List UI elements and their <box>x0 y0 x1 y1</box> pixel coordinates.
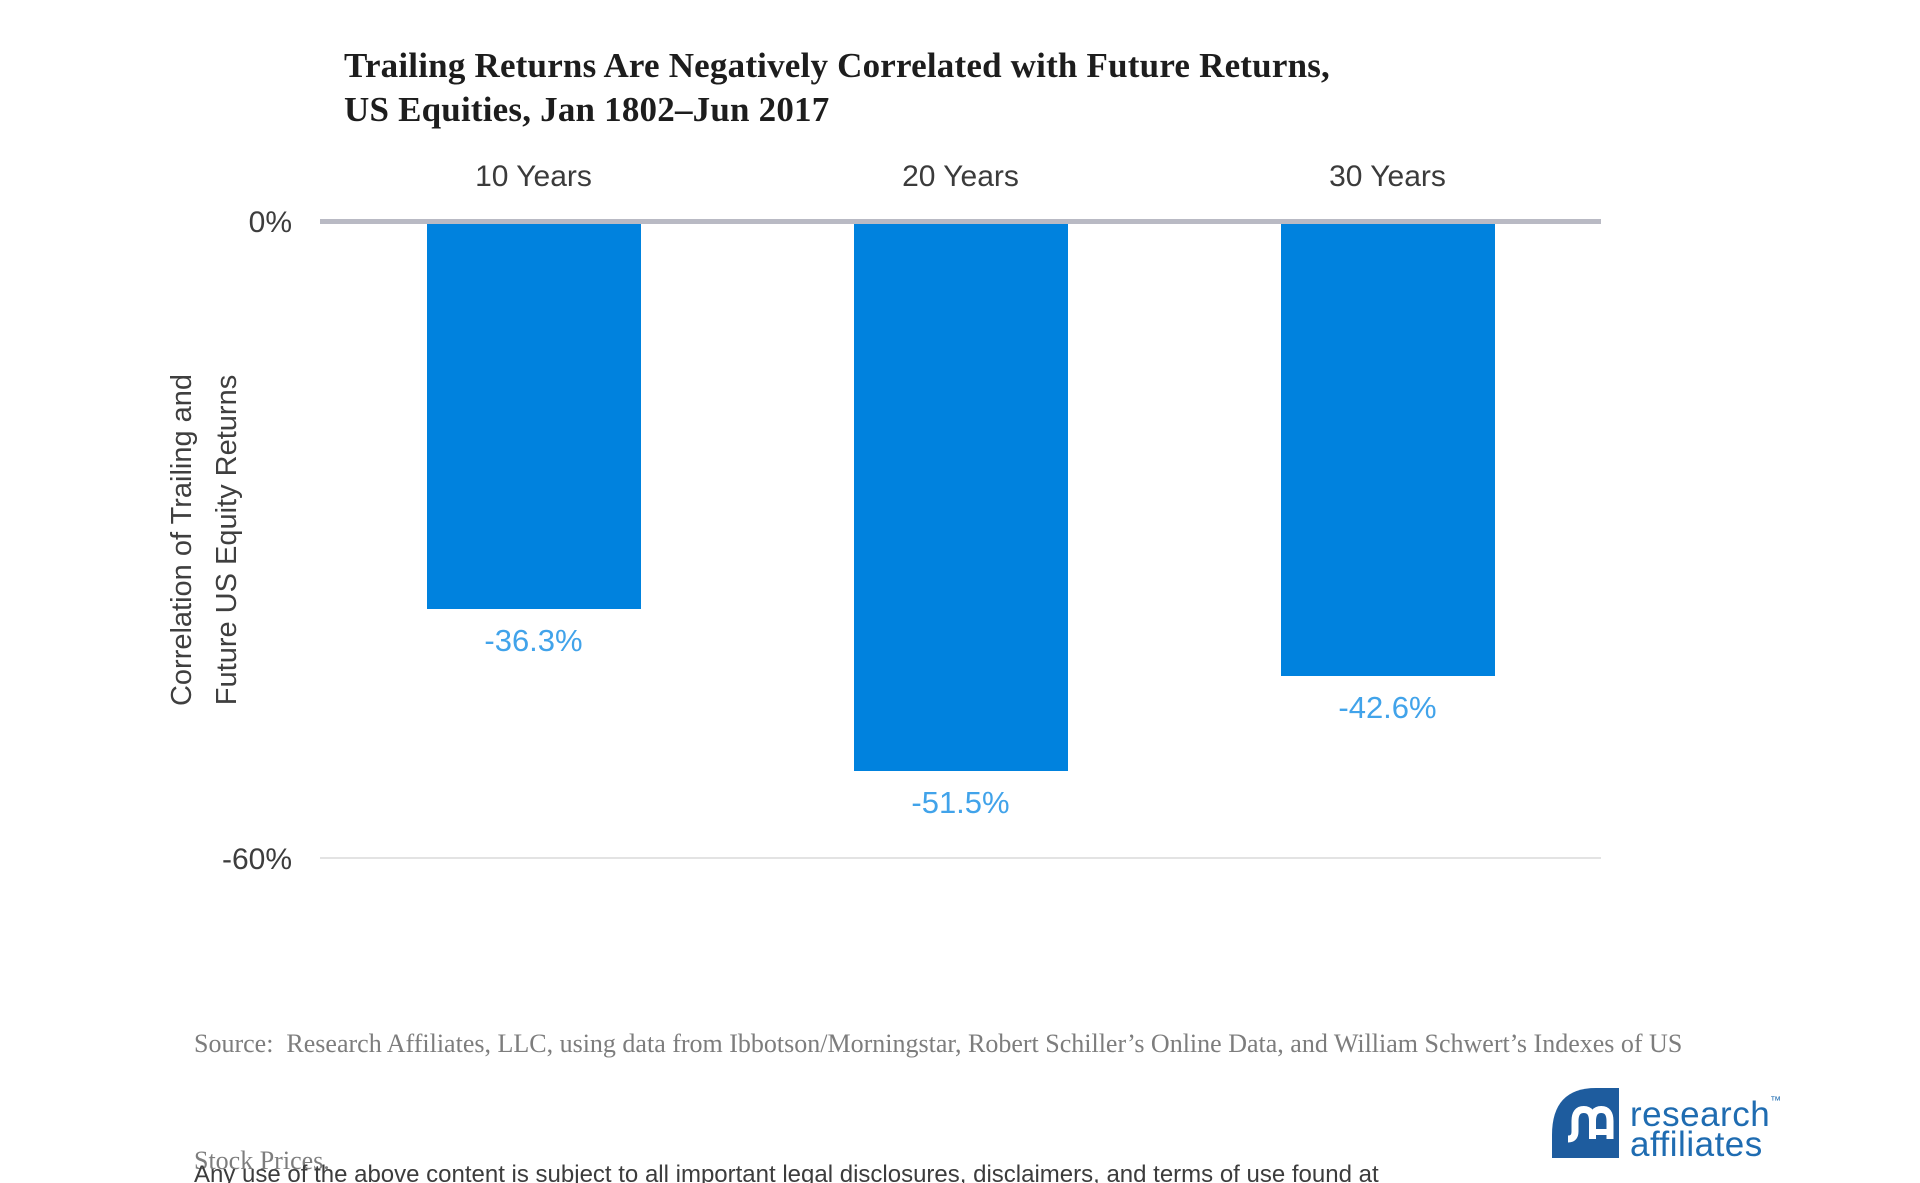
logo-word-affiliates: affiliates <box>1630 1125 1763 1164</box>
ra-monogram-icon <box>1552 1088 1619 1158</box>
bar-group-10-years: 10 Years -36.3% <box>320 0 747 920</box>
category-label-10-years: 10 Years <box>475 160 592 193</box>
value-label-10-years: -36.3% <box>484 623 583 658</box>
bar-20-years <box>853 224 1068 771</box>
logo-word-research: research <box>1630 1095 1771 1134</box>
baseline-grid-line <box>320 857 1601 859</box>
legal-disclaimer: Any use of the above content is subject … <box>194 1100 1379 1183</box>
bar-group-20-years: 20 Years -51.5% <box>747 0 1174 920</box>
bar-30-years <box>1280 224 1495 676</box>
bar-10-years <box>426 224 641 609</box>
trademark-symbol: ™ <box>1770 1095 1782 1107</box>
title-line-1: Trailing Returns Are Negatively Correlat… <box>344 46 1331 85</box>
value-label-20-years: -51.5% <box>911 785 1010 820</box>
legal-line-1: Any use of the above content is subject … <box>194 1161 1379 1183</box>
y-axis-title: Correlation of Trailing and Future US Eq… <box>160 374 250 706</box>
zero-axis-line <box>320 219 1601 224</box>
source-note: Source: Research Affiliates, LLC, using … <box>194 946 1682 1183</box>
logo-wordmark: research™ affiliates <box>1630 1086 1782 1164</box>
title-line-2: US Equities, Jan 1802–Jun 2017 <box>344 90 830 129</box>
category-label-30-years: 30 Years <box>1329 160 1446 193</box>
y-axis-title-line-1: Correlation of Trailing and <box>166 373 198 707</box>
value-label-30-years: -42.6% <box>1338 690 1437 725</box>
source-line-2: Stock Prices. <box>194 1146 330 1175</box>
y-axis-title-line-2: Future US Equity Returns <box>211 374 243 706</box>
research-affiliates-logo: research™ affiliates <box>1552 1086 1812 1166</box>
bar-group-30-years: 30 Years -42.6% <box>1174 0 1601 920</box>
y-tick-zero: 0% <box>248 206 292 239</box>
page-title: Trailing Returns Are Negatively Correlat… <box>344 44 1330 132</box>
source-line-1: Source: Research Affiliates, LLC, using … <box>194 1029 1683 1058</box>
category-label-20-years: 20 Years <box>902 160 1019 193</box>
y-tick-neg-60: -60% <box>221 843 292 876</box>
